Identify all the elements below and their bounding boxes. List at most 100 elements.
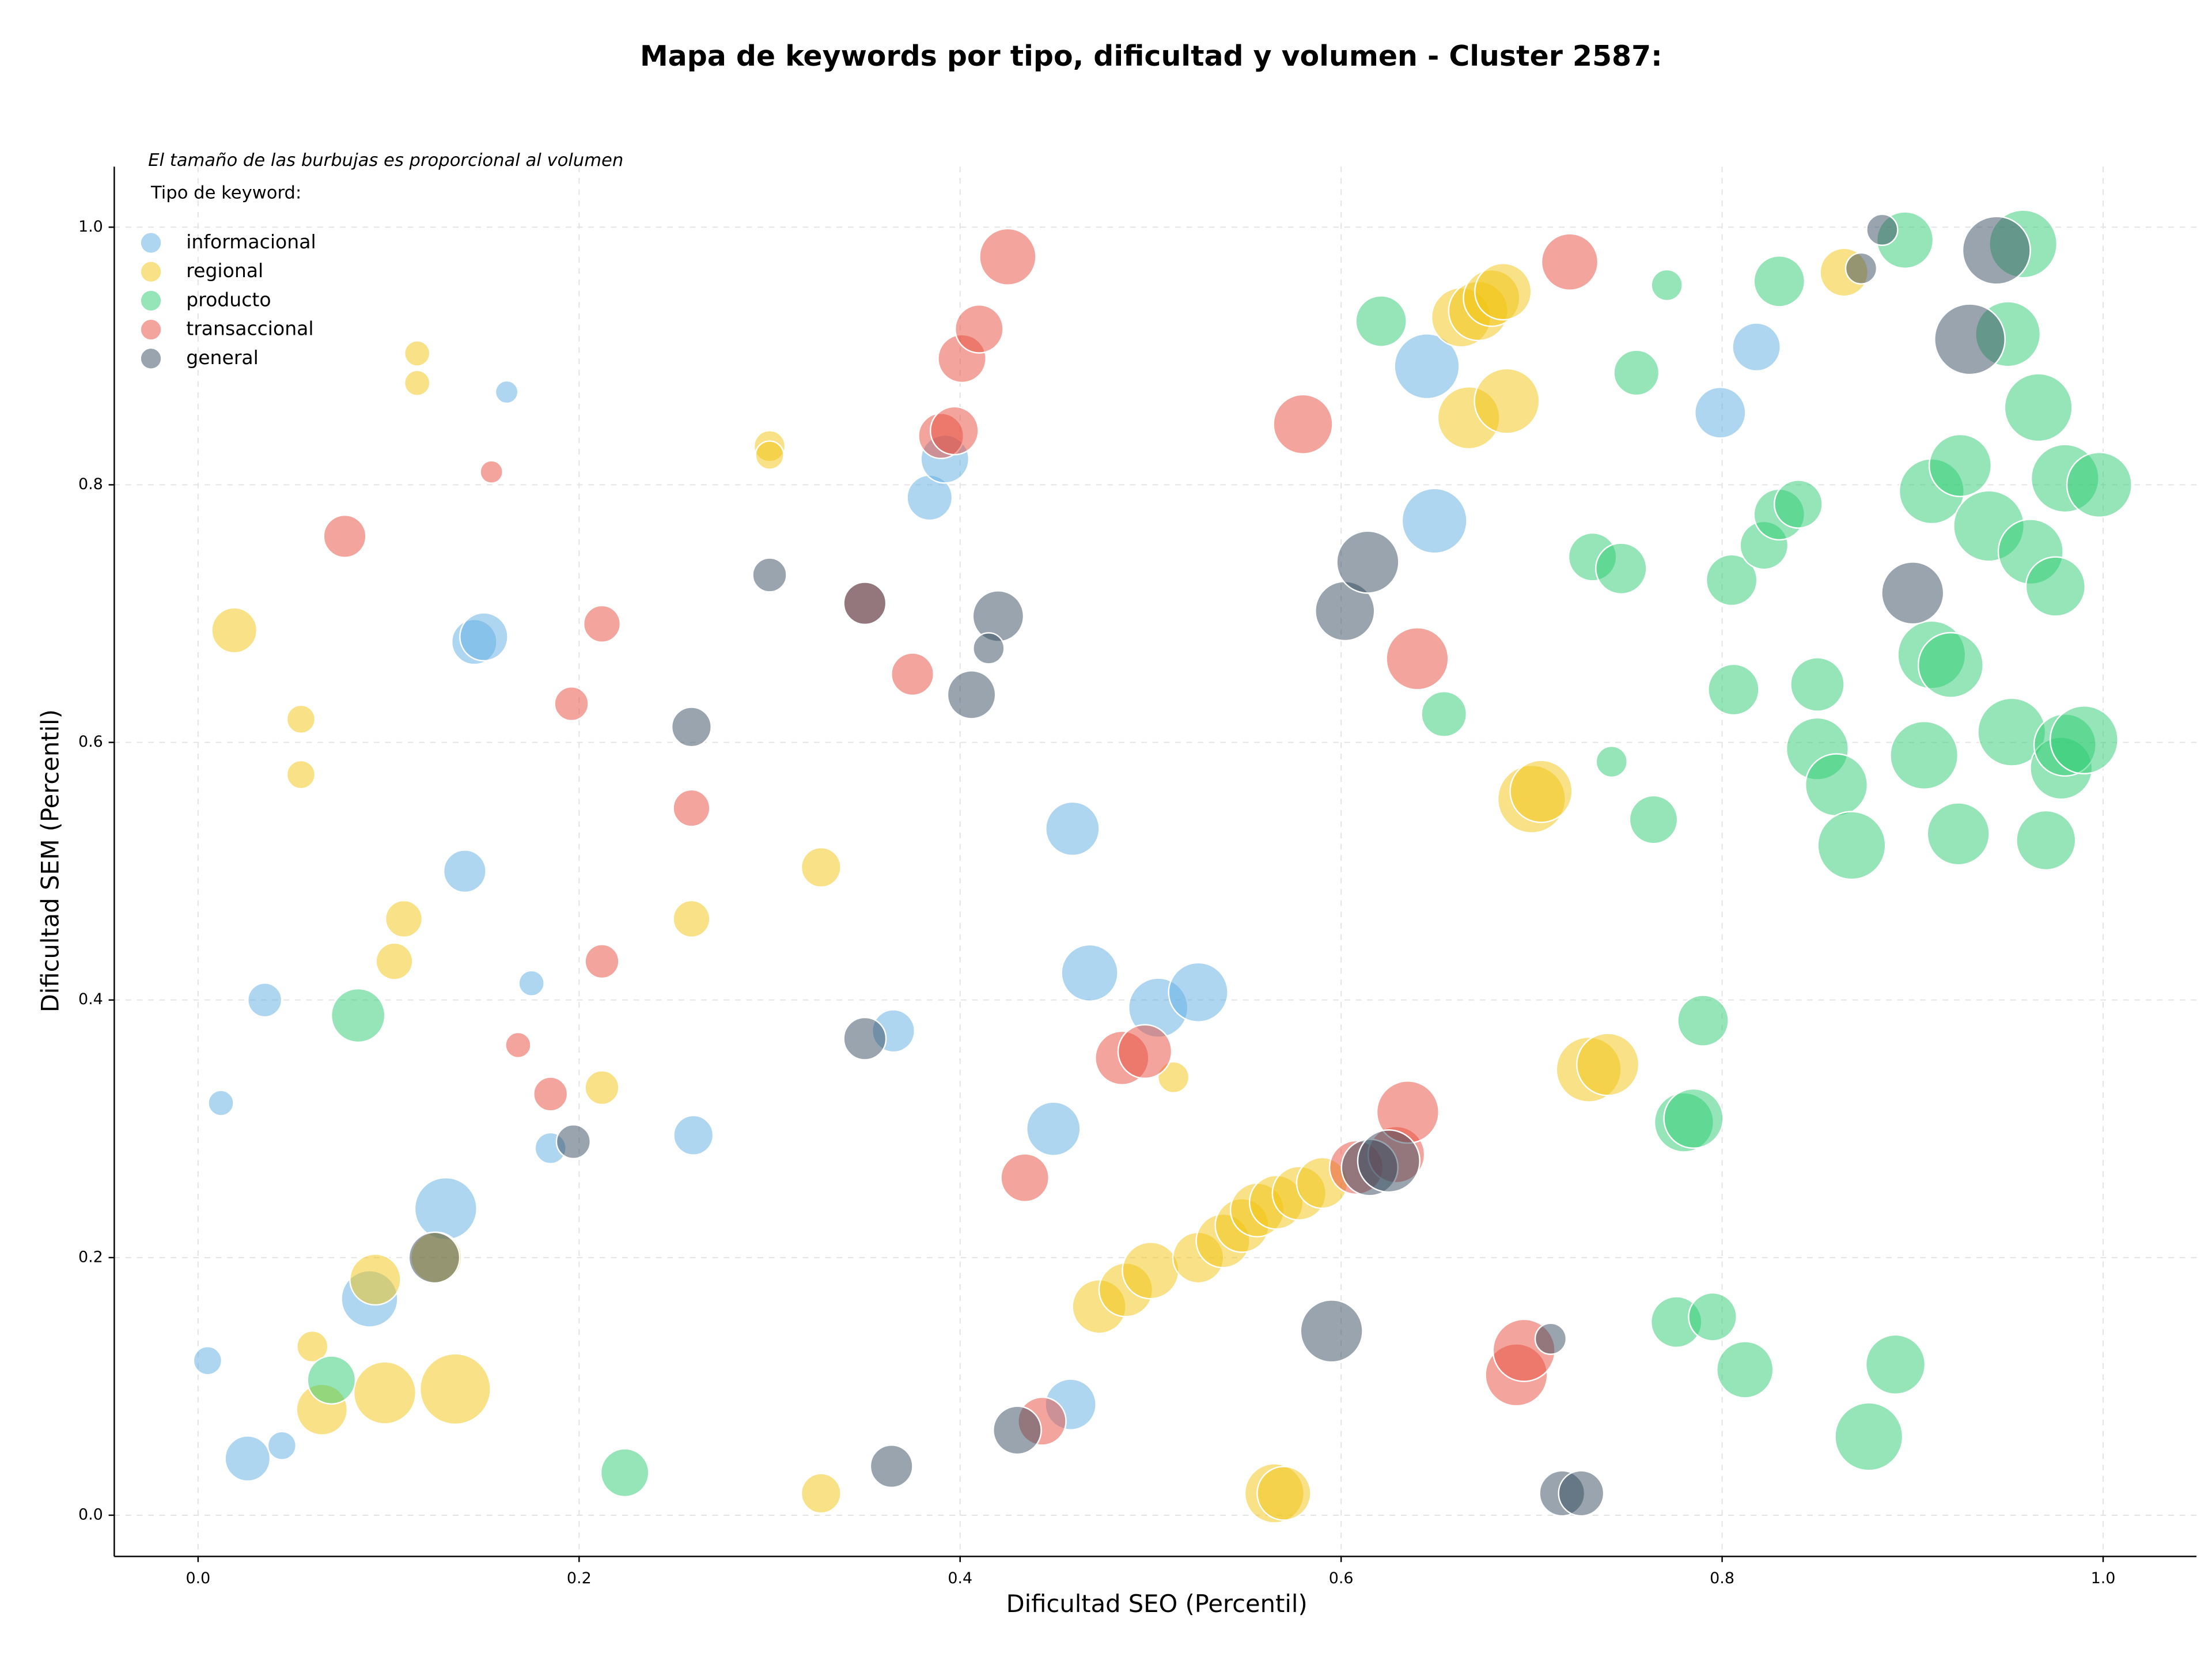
bubble: [1595, 542, 1647, 595]
bubble: [1474, 368, 1540, 434]
bubble: [353, 1361, 417, 1425]
bubble: [1917, 631, 1984, 698]
bubble: [1881, 561, 1945, 625]
bubble: [1844, 252, 1878, 285]
bubble: [267, 1431, 297, 1461]
bubble: [1060, 944, 1119, 1002]
bubble: [979, 228, 1037, 286]
legend-label: transaccional: [186, 317, 313, 340]
bubble: [375, 942, 414, 981]
bubble: [1934, 303, 2006, 376]
bubble: [494, 380, 519, 404]
x-tick-label: 0.2: [567, 1569, 592, 1587]
bubble: [843, 1016, 887, 1061]
bubble: [2066, 451, 2133, 519]
bubble: [518, 970, 545, 997]
bubble: [673, 1114, 714, 1156]
bubble: [459, 612, 509, 662]
bubble: [211, 607, 258, 654]
bubble: [1000, 1153, 1050, 1203]
annotation: El tamaño de las burbujas es proporciona…: [148, 150, 623, 171]
bubble: [555, 1124, 591, 1160]
bubble: [1393, 333, 1460, 400]
bubble: [1401, 487, 1468, 554]
bubble: [1663, 1088, 1724, 1149]
bubble: [600, 1448, 650, 1498]
bubble: [419, 1353, 491, 1425]
bubble: [584, 944, 620, 979]
y-axis-label: Dificultad SEM (Percentil): [36, 709, 65, 1012]
x-axis-label: Dificultad SEO (Percentil): [1006, 1590, 1308, 1618]
bubble: [1540, 233, 1599, 291]
bubble: [1707, 663, 1760, 716]
bubble: [1534, 1322, 1567, 1355]
y-tick-label: 0.6: [78, 733, 103, 751]
bubble: [1732, 322, 1781, 372]
bubble: [800, 1473, 842, 1514]
bubble: [1300, 1299, 1363, 1363]
bubble: [954, 304, 1004, 354]
bubble: [1650, 268, 1683, 302]
x-tick-label: 0.8: [1710, 1569, 1734, 1587]
y-tick-label: 0.4: [78, 990, 103, 1008]
bubble: [1790, 657, 1845, 712]
legend-label: regional: [186, 259, 263, 282]
bubble: [1026, 1101, 1081, 1157]
bubble: [403, 369, 431, 397]
bubble: [1168, 962, 1229, 1023]
bubble: [1385, 627, 1449, 691]
bubble: [479, 460, 503, 484]
bubble: [533, 1076, 569, 1112]
bubble: [1774, 479, 1823, 529]
bubble: [1122, 1241, 1180, 1300]
bubble: [1753, 255, 1806, 308]
x-tick-label: 0.6: [1329, 1569, 1354, 1587]
bubble: [408, 1231, 461, 1284]
bubble: [1716, 1341, 1774, 1399]
bubble: [1336, 530, 1400, 594]
x-tick-label: 0.4: [948, 1569, 972, 1587]
bubble: [286, 759, 316, 790]
y-tick-label: 0.0: [78, 1505, 103, 1523]
bubble: [1045, 801, 1100, 857]
y-tick-label: 1.0: [78, 218, 103, 236]
bubble: [247, 982, 283, 1018]
bubble: [1421, 690, 1468, 737]
bubbles: [192, 209, 2133, 1524]
bubble: [554, 686, 589, 722]
bubble: [1694, 386, 1747, 439]
legend-title: Tipo de keyword:: [150, 183, 301, 203]
bubble: [414, 1176, 478, 1240]
bubble: [2016, 809, 2077, 871]
legend-marker: [141, 319, 161, 340]
bubble: [1558, 1470, 1605, 1517]
bubble: [323, 514, 367, 558]
legend-marker: [141, 262, 161, 282]
bubble: [2049, 705, 2119, 775]
bubble: [1355, 295, 1407, 347]
bubble: [891, 652, 935, 697]
bubble: [403, 340, 431, 367]
bubble: [672, 789, 711, 827]
bubble: [584, 1070, 620, 1106]
legend-label: producto: [186, 288, 271, 311]
bubble: [2003, 373, 2073, 442]
bubble: [1576, 1032, 1640, 1096]
bubble: [1256, 1466, 1312, 1521]
bubble: [1677, 994, 1729, 1047]
bubble: [1817, 811, 1887, 880]
bubble: [1834, 1402, 1904, 1471]
legend-marker: [141, 290, 161, 311]
bubble: [1804, 753, 1869, 817]
bubble: [946, 670, 997, 720]
bubble: [972, 590, 1025, 642]
bubble: [1357, 1129, 1421, 1193]
x-tick-label: 0.0: [185, 1569, 210, 1587]
bubble: [972, 632, 1005, 665]
bubble: [384, 899, 423, 938]
bubble: [1866, 213, 1899, 246]
bubble: [306, 1355, 357, 1405]
bubble: [1688, 1292, 1737, 1342]
